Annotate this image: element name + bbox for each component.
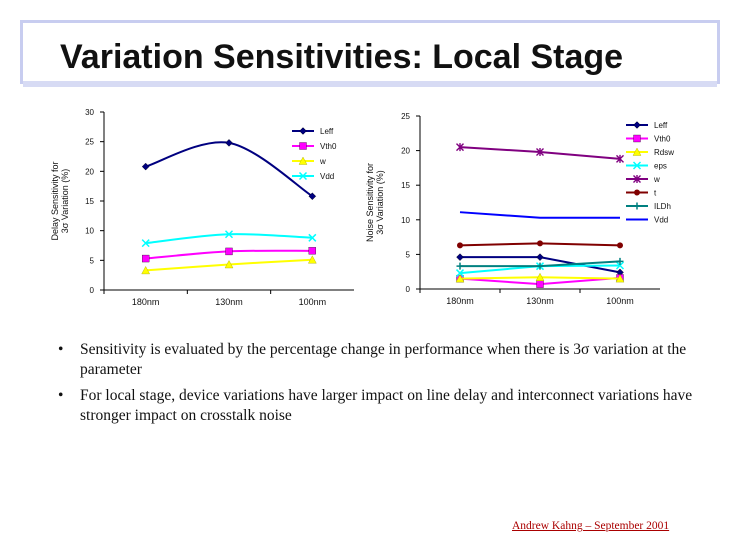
legend-label: ILDh [654, 202, 671, 211]
legend-marker [632, 147, 642, 156]
legend-marker [298, 156, 308, 165]
legend-label: Rdsw [654, 148, 674, 157]
legend-label: Vth0 [654, 135, 671, 144]
y-axis-label: 3σ Variation (%) [375, 170, 385, 234]
legend-label: Vdd [654, 216, 668, 225]
y-tick-label: 25 [85, 138, 94, 147]
legend-label: t [654, 189, 657, 198]
bullet-marker: • [58, 387, 64, 404]
y-tick-label: 15 [85, 197, 94, 206]
data-point-t [617, 242, 623, 249]
legend-label: eps [654, 162, 667, 171]
y-axis-label: Noise Sensitivity for [365, 163, 375, 242]
legend-label: Leff [654, 121, 668, 130]
data-point-leff [141, 162, 150, 171]
data-point-rdsw [535, 272, 545, 281]
y-tick-label: 10 [401, 216, 410, 225]
x-tick-label: 130nm [526, 296, 554, 306]
data-point-vdd [224, 230, 234, 239]
y-tick-label: 30 [85, 108, 94, 117]
data-point-w [456, 143, 464, 152]
data-point-vth0 [225, 247, 233, 256]
x-tick-label: 100nm [299, 297, 327, 307]
legend-label: Vth0 [320, 142, 337, 151]
y-tick-label: 15 [401, 181, 410, 190]
legend-label: Leff [320, 127, 334, 136]
data-point-leff [225, 139, 233, 147]
data-point-w [616, 154, 624, 163]
data-point-t [537, 240, 543, 247]
y-tick-label: 5 [90, 256, 95, 265]
bullet-marker: • [58, 341, 64, 358]
y-tick-label: 5 [406, 250, 411, 259]
data-point-t [457, 242, 463, 249]
y-axis-label: 3σ Variation (%) [60, 169, 70, 233]
data-point-ildh [616, 257, 624, 265]
bullet-item: • Sensitivity is evaluated by the percen… [58, 340, 698, 380]
data-point-vdd [308, 233, 317, 242]
legend-marker [633, 121, 641, 129]
y-tick-label: 20 [85, 167, 94, 176]
legend-label: w [319, 157, 326, 166]
footer-credit[interactable]: Andrew Kahng – September 2001 [512, 520, 670, 532]
y-tick-label: 0 [406, 285, 411, 294]
data-point-vth0 [308, 247, 316, 255]
legend-label: Vdd [320, 172, 334, 181]
data-point-ildh [536, 262, 544, 270]
bullet-item: • For local stage, device variations hav… [58, 386, 698, 426]
data-point-vdd [141, 239, 150, 248]
data-point-w [141, 265, 151, 275]
x-tick-label: 180nm [132, 297, 160, 307]
legend-marker [633, 134, 641, 143]
charts-canvas: 0 5 10 15 20 25 30 180nm 130nm 100nm Delay Sensiti… [50, 108, 674, 307]
data-point-leff [536, 253, 544, 261]
noise-sensitivity-chart: 0 5 10 15 20 25 180nm 130nm 100nm Noise Sensitivi… [365, 112, 674, 306]
data-point-eps [615, 261, 625, 270]
y-tick-label: 25 [401, 112, 410, 121]
y-tick-label: 20 [401, 147, 410, 156]
data-point-rdsw [615, 274, 625, 283]
series-line-vdd [459, 211, 620, 219]
bullet-list: • Sensitivity is evaluated by the percen… [58, 340, 698, 432]
bullet-text: For local stage, device variations have … [80, 387, 693, 424]
y-tick-label: 0 [90, 286, 95, 295]
data-point-rdsw [455, 274, 465, 283]
bullet-text: Sensitivity is evaluated by the percenta… [80, 341, 687, 378]
legend-marker [298, 171, 308, 181]
series-line-leff [145, 141, 313, 198]
data-point-vth0 [536, 280, 544, 288]
data-point-leff [308, 192, 317, 201]
title-frame [20, 20, 720, 87]
x-tick-label: 130nm [215, 297, 243, 307]
slide-title: Variation Sensitivities: Local Stage [60, 38, 624, 76]
x-tick-label: 100nm [606, 296, 634, 306]
y-axis-label: Delay Sensitivity for [50, 161, 60, 240]
x-tick-label: 180nm [446, 296, 474, 306]
legend-marker [299, 127, 307, 135]
y-tick-label: 10 [85, 227, 94, 236]
legend-marker [633, 202, 641, 210]
series-line-vdd [145, 233, 313, 245]
legend-marker [632, 161, 642, 170]
delay-sensitivity-chart: 0 5 10 15 20 25 30 180nm 130nm 100nm Delay Sensiti… [50, 108, 354, 307]
legend-marker [634, 189, 640, 196]
data-point-leff [456, 253, 464, 261]
legend-marker [299, 142, 307, 150]
data-point-eps [455, 269, 465, 278]
data-point-ildh [456, 262, 464, 270]
legend-label: w [653, 175, 660, 184]
data-point-w [224, 260, 234, 269]
data-point-vth0 [142, 254, 150, 263]
legend-marker [633, 175, 641, 183]
data-point-w [536, 147, 544, 156]
data-point-w [307, 255, 317, 264]
